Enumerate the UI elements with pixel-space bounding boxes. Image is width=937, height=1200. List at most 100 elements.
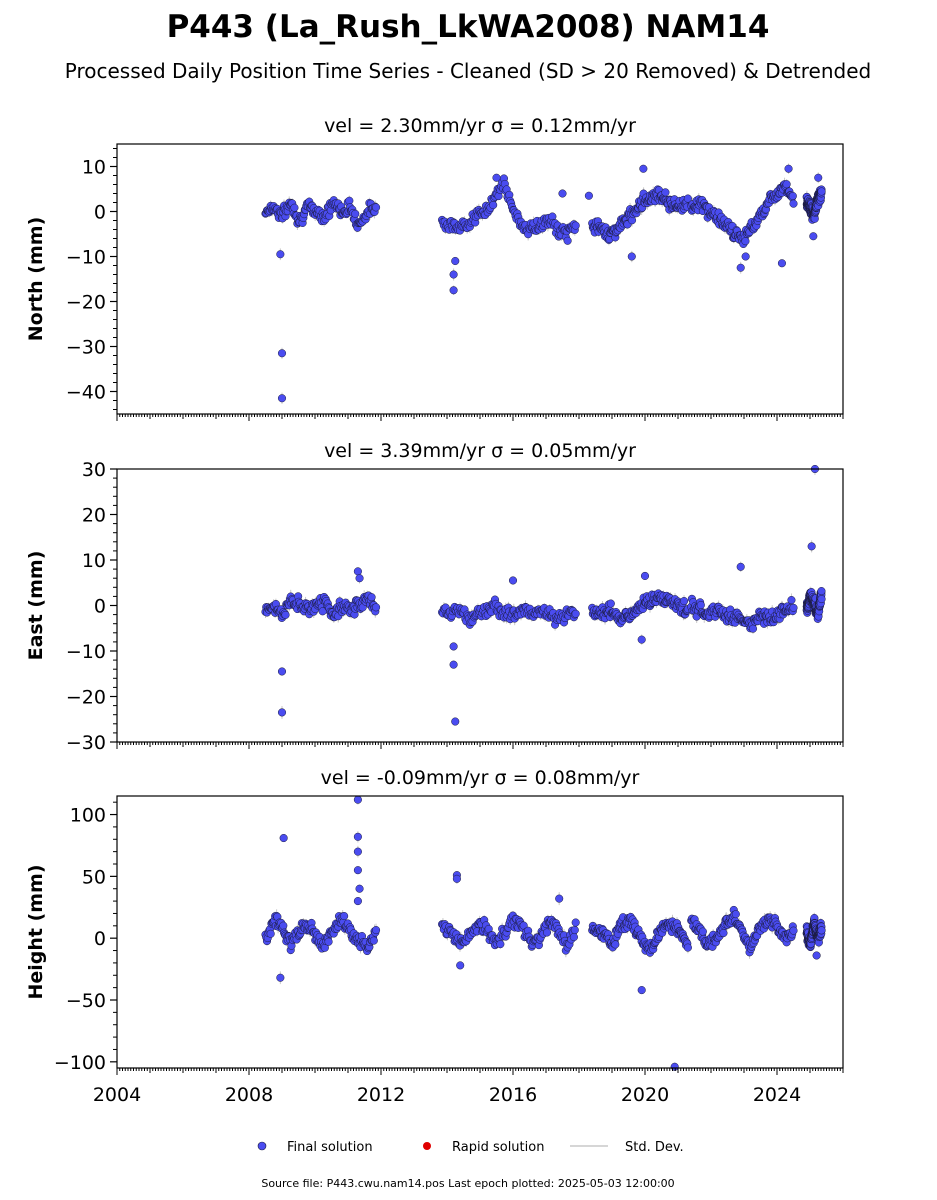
panel-height: vel = -0.09mm/yr σ = 0.08mm/yr Height (mm… <box>25 767 844 1106</box>
data-point <box>449 660 458 669</box>
y-tick-label: 0 <box>94 202 106 224</box>
data-point <box>569 933 578 942</box>
final-solution-points <box>261 464 826 726</box>
data-point <box>683 194 692 203</box>
data-point <box>496 940 505 949</box>
data-point <box>611 940 620 949</box>
panel-title: vel = 3.39mm/yr σ = 0.05mm/yr <box>324 440 636 462</box>
data-point <box>741 252 750 261</box>
final-solution-points <box>261 795 826 1071</box>
data-point <box>637 635 646 644</box>
data-point <box>571 221 580 230</box>
data-point <box>281 610 290 619</box>
data-point <box>279 921 288 930</box>
data-point <box>683 943 692 952</box>
data-point <box>372 603 381 612</box>
y-tick-label: 10 <box>82 550 106 572</box>
data-point <box>372 203 381 212</box>
data-point <box>698 927 707 936</box>
data-point <box>807 542 816 551</box>
plot-frame <box>116 143 844 415</box>
data-point <box>640 571 650 580</box>
data-point <box>741 237 750 246</box>
data-point <box>696 600 705 610</box>
data-point <box>449 270 458 279</box>
y-tick-label: 20 <box>82 505 106 527</box>
data-point <box>489 200 498 210</box>
y-tick-label: −10 <box>66 641 106 663</box>
figure-subtitle: Processed Daily Position Time Series - C… <box>65 59 871 83</box>
data-point <box>639 164 648 173</box>
data-point <box>542 928 552 937</box>
data-point <box>606 599 615 608</box>
data-point <box>451 256 460 266</box>
panel-title: vel = -0.09mm/yr σ = 0.08mm/yr <box>321 767 640 789</box>
data-point <box>584 191 593 200</box>
data-point <box>563 236 572 245</box>
y-tick-label: −40 <box>66 382 106 404</box>
y-tick-label: −20 <box>66 292 106 314</box>
data-point <box>508 576 518 585</box>
y-tick-label: −20 <box>66 687 106 709</box>
data-point <box>789 199 798 208</box>
data-point <box>367 593 376 602</box>
data-point <box>679 597 689 606</box>
final-solution-points <box>261 164 826 403</box>
data-point <box>789 603 798 612</box>
panel-east: vel = 3.39mm/yr σ = 0.05mm/yr East (mm) −3… <box>25 440 844 754</box>
data-point <box>277 667 287 676</box>
data-point <box>784 164 793 173</box>
data-point <box>736 562 745 571</box>
data-point <box>571 918 580 927</box>
data-point <box>277 708 287 717</box>
data-point <box>719 928 728 938</box>
data-point <box>449 286 458 295</box>
data-point <box>369 936 378 945</box>
data-point <box>449 642 458 651</box>
data-point <box>809 232 818 241</box>
std-dev-bars <box>265 469 823 724</box>
y-axis-label: North (mm) <box>25 217 47 342</box>
data-point <box>277 349 287 358</box>
data-point <box>661 188 670 197</box>
y-tick-label: 10 <box>82 157 106 179</box>
data-point <box>817 595 826 604</box>
data-point <box>736 263 745 272</box>
data-point <box>817 187 826 196</box>
data-point <box>814 173 823 182</box>
data-point <box>351 209 360 218</box>
data-point <box>570 925 579 935</box>
figure-title: P443 (La_Rush_LkWA2008) NAM14 <box>167 9 770 45</box>
data-point <box>817 587 826 596</box>
data-point <box>627 252 636 261</box>
data-point <box>290 203 299 212</box>
data-point <box>571 609 580 618</box>
y-axis-label: East (mm) <box>25 551 47 661</box>
data-point <box>324 937 333 946</box>
panel-title: vel = 2.30mm/yr σ = 0.12mm/yr <box>324 115 636 137</box>
data-point <box>277 394 287 403</box>
data-point <box>492 173 501 182</box>
data-point <box>355 574 364 583</box>
data-point <box>782 180 791 189</box>
y-tick-label: −30 <box>66 337 106 359</box>
data-point <box>276 250 285 259</box>
data-point <box>558 189 567 198</box>
y-tick-label: 0 <box>94 596 106 618</box>
data-point <box>788 191 797 201</box>
data-point <box>787 596 796 605</box>
data-point <box>451 717 460 726</box>
y-tick-label: 30 <box>82 459 106 481</box>
y-tick-label: −10 <box>66 247 106 269</box>
y-axis-label: Height (mm) <box>25 864 47 999</box>
data-point <box>372 926 381 935</box>
data-point <box>748 624 758 633</box>
data-point <box>777 259 787 268</box>
y-tick-label: −30 <box>66 732 106 754</box>
data-point <box>353 567 362 576</box>
data-point <box>340 912 349 921</box>
data-point <box>266 929 275 938</box>
